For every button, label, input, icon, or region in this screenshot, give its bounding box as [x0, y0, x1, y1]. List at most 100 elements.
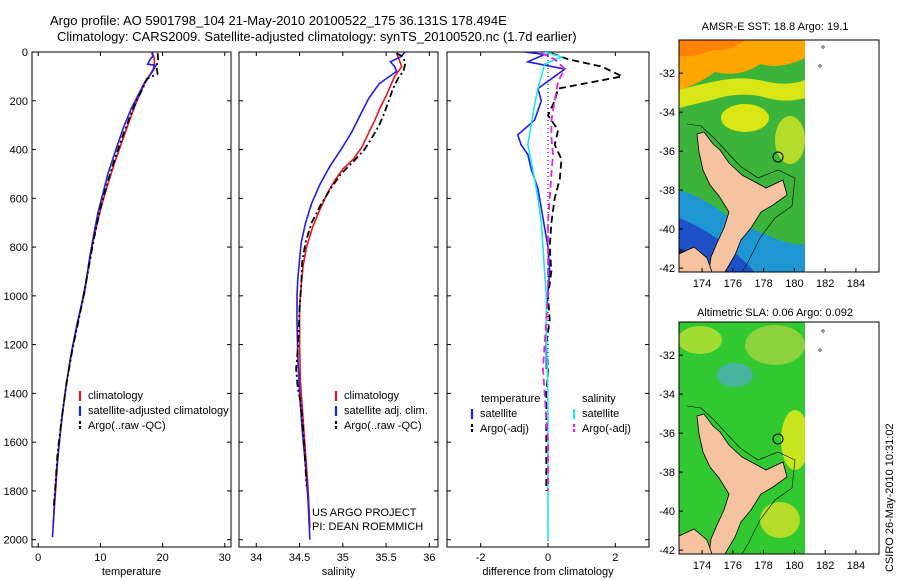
sst-kermadec-island-2 — [818, 64, 822, 68]
sla-kermadec-island-2 — [818, 348, 822, 352]
salinity-legend-label: satellite adj. clim. — [344, 405, 428, 417]
salinity-legend-label: Argo(..raw -QC) — [344, 420, 422, 432]
temperature-xtick-label: 30 — [219, 552, 231, 564]
sst-kermadec-island — [821, 45, 825, 49]
side-timestamp-label: CSIRO 26-May-2010 10:31:02 — [884, 423, 896, 572]
temperature-legend-label: climatology — [88, 390, 144, 402]
salinity-xtick-label: 35 — [337, 552, 349, 564]
temperature-legend-label: satellite-adjusted climatology — [88, 405, 229, 417]
sst-argo-marker — [772, 151, 784, 163]
sst-yellow-east — [775, 116, 805, 164]
sst-map-xtick-label: 182 — [816, 278, 834, 290]
depth-tick-label: 1400 — [4, 388, 28, 400]
sla-map-xtick-label: 184 — [847, 560, 865, 572]
temperature-xlabel: temperature — [102, 566, 161, 578]
project-label-line1: US ARGO PROJECT — [312, 507, 417, 519]
difference-panel: -2 0 2 difference from climatology temperatu… — [446, 51, 650, 578]
sst-map-xtick-label: 184 — [847, 278, 865, 290]
temperature-xtick-label: 0 — [35, 552, 41, 564]
temperature-xtick-label: 20 — [156, 552, 168, 564]
sla-map: Altimetric SLA: 0.06 Argo: 0.092 174 176 1… — [659, 307, 880, 572]
difference-xtick-label: 2 — [612, 552, 618, 564]
salinity-frame — [238, 51, 439, 548]
sst-yellow-patch — [721, 104, 769, 132]
sst-map-xtick-label: 174 — [693, 278, 711, 290]
temperature-series-group — [51, 52, 160, 538]
depth-tick-label: 800 — [10, 242, 28, 254]
depth-tick-label: 1600 — [4, 437, 28, 449]
sla-map-ytick-label: -42 — [659, 545, 675, 557]
sla-yellow-ne — [745, 325, 805, 365]
temperature-xtick-label: 10 — [94, 552, 106, 564]
depth-tick-label: 2000 — [4, 535, 28, 547]
figure-title-line2: Climatology: CARS2009. Satellite-adjuste… — [57, 29, 577, 44]
difference-legend-label: Argo(-adj) — [480, 423, 529, 435]
temperature-legend-label: Argo(..raw -QC) — [88, 420, 166, 432]
salinity-series-argo-raw-qc- — [295, 52, 407, 487]
sst-map-xtick-label: 178 — [754, 278, 772, 290]
difference-series-salinity-argo-adj- — [540, 52, 566, 491]
sla-map-ytick-label: -40 — [659, 506, 675, 518]
depth-tick-label: 0 — [22, 47, 28, 59]
sla-map-ytick-label: -38 — [659, 467, 675, 479]
sst-map-xtick-label: 180 — [785, 278, 803, 290]
difference-series-salinity-satellite — [526, 52, 564, 540]
salinity-xtick-label: 34.5 — [289, 552, 310, 564]
depth-tick-label: 600 — [10, 193, 28, 205]
salinity-xtick-label: 35.5 — [375, 552, 396, 564]
difference-legend-label: Argo(-adj) — [582, 423, 631, 435]
salinity-xlabel: salinity — [322, 566, 356, 578]
difference-legend-label: satellite — [582, 408, 619, 420]
temperature-series-argo-raw-qc- — [52, 53, 160, 506]
sst-map-ytick-label: -32 — [659, 68, 675, 80]
difference-legend-group-title: salinity — [582, 393, 616, 405]
sla-map-xtick-label: 178 — [754, 560, 772, 572]
depth-tick-label: 400 — [10, 145, 28, 157]
sla-teal-patch — [717, 363, 753, 387]
sst-map-ytick-label: -42 — [659, 263, 675, 275]
sla-map-frame — [678, 321, 880, 555]
sla-map-ytick-label: -34 — [659, 389, 675, 401]
sst-map-ytick-label: -38 — [659, 185, 675, 197]
depth-tick-label: 1800 — [4, 486, 28, 498]
sla-bathymetry-contour — [686, 405, 796, 554]
difference-xlabel: difference from climatology — [482, 566, 614, 578]
salinity-panel: 34 34.5 35 35.5 36 salinity climatology satelli… — [238, 51, 439, 578]
depth-tick-label: 200 — [10, 96, 28, 108]
project-label-line2: PI: DEAN ROEMMICH — [312, 521, 423, 533]
sla-land-south-island — [679, 528, 713, 554]
temperature-series-satellite-adjusted-climatology — [51, 52, 158, 538]
sla-map-xtick-label: 180 — [785, 560, 803, 572]
temperature-panel: 0 10 20 30 temperature 0 200 400 600 800 1000 1200 1… — [4, 47, 232, 578]
figure-title-line1: Argo profile: AO 5901798_104 21-May-2010… — [50, 13, 507, 28]
difference-xtick-label: -2 — [476, 552, 486, 564]
sst-map-frame — [678, 39, 880, 273]
sla-argo-marker — [772, 433, 784, 445]
sla-land-north-island — [696, 413, 788, 554]
sst-hot-region — [679, 40, 745, 57]
depth-tick-label: 1000 — [4, 291, 28, 303]
sst-map-xtick-label: 176 — [724, 278, 742, 290]
salinity-xtick-label: 36 — [423, 552, 435, 564]
depth-tick-label: 1200 — [4, 340, 28, 352]
salinity-series-satellite-adj-clim- — [296, 52, 406, 540]
sst-land-north-island — [696, 131, 788, 272]
sst-map-ytick-label: -40 — [659, 224, 675, 236]
sst-map-title: AMSR-E SST: 18.8 Argo: 19.1 — [702, 21, 849, 33]
salinity-legend-label: climatology — [344, 390, 400, 402]
sla-map-ytick-label: -32 — [659, 350, 675, 362]
sst-bathymetry-contour — [686, 123, 796, 272]
sla-map-axes: 174 176 178 180 182 184 -32 -34 -36 -38 -40 -42 — [659, 350, 865, 572]
sst-map-ytick-label: -34 — [659, 107, 675, 119]
sla-map-title: Altimetric SLA: 0.06 Argo: 0.092 — [697, 307, 853, 319]
salinity-series-group — [295, 52, 407, 540]
sst-yellow-band — [679, 78, 805, 108]
sst-map-ytick-label: -36 — [659, 146, 675, 158]
difference-legend-group-title: temperature — [481, 393, 540, 405]
sst-map: AMSR-E SST: 18.8 Argo: 19.1 174 176 178 180… — [659, 21, 880, 290]
difference-series-temperature-argo-adj- — [545, 52, 625, 491]
sla-map-xtick-label: 174 — [693, 560, 711, 572]
sla-map-xtick-label: 176 — [724, 560, 742, 572]
sla-map-xtick-label: 182 — [816, 560, 834, 572]
